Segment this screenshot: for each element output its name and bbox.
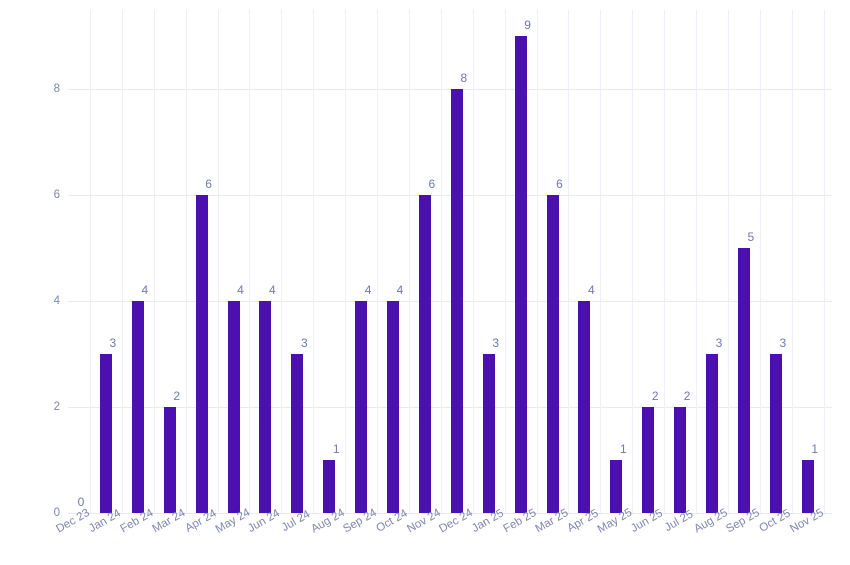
gridline-x bbox=[824, 10, 825, 513]
gridline-x bbox=[154, 10, 155, 513]
y-axis-tick-label: 2 bbox=[53, 401, 60, 413]
bar[interactable] bbox=[769, 354, 782, 513]
gridline-x bbox=[537, 10, 538, 513]
bar-value-label: 4 bbox=[269, 283, 276, 297]
bar[interactable] bbox=[801, 460, 814, 513]
gridline-x bbox=[473, 10, 474, 513]
bar[interactable] bbox=[546, 195, 559, 513]
gridline-x bbox=[345, 10, 346, 513]
bar[interactable] bbox=[163, 407, 176, 513]
bar-value-label: 4 bbox=[237, 283, 244, 297]
y-axis-tick-label: 0 bbox=[53, 507, 60, 519]
gridline-x bbox=[122, 10, 123, 513]
bar[interactable] bbox=[737, 248, 750, 513]
bar[interactable] bbox=[291, 354, 304, 513]
gridline-y-4 bbox=[68, 301, 832, 302]
y-axis-tick-label: 8 bbox=[53, 83, 60, 95]
x-axis: Dec 23 Jan 24 Feb 24 Mar 24 Apr 24 May 24 Jun … bbox=[0, 507, 850, 565]
gridline-x bbox=[409, 10, 410, 513]
bar-value-label: 1 bbox=[619, 442, 627, 456]
bar-value-label: 3 bbox=[492, 336, 500, 350]
bar[interactable] bbox=[450, 89, 463, 513]
gridline-x bbox=[249, 10, 250, 513]
bar-value-label: 2 bbox=[683, 389, 691, 403]
gridline-x bbox=[568, 10, 569, 513]
gridline-y-2 bbox=[68, 407, 832, 408]
gridline-x bbox=[441, 10, 442, 513]
bar-value-label: 8 bbox=[460, 71, 468, 85]
gridline-x bbox=[313, 10, 314, 513]
bar[interactable] bbox=[578, 301, 591, 513]
bar-value-label: 5 bbox=[747, 230, 755, 244]
bar[interactable] bbox=[323, 460, 336, 513]
bar-value-label: 2 bbox=[651, 389, 659, 403]
gridline-x bbox=[90, 10, 91, 513]
bar[interactable] bbox=[514, 36, 527, 513]
gridline-y-8 bbox=[68, 89, 832, 90]
bar[interactable] bbox=[706, 354, 718, 513]
bar[interactable] bbox=[355, 301, 368, 513]
bar-value-label: 4 bbox=[396, 283, 404, 297]
bar-value-label: 6 bbox=[556, 177, 563, 191]
gridline-x bbox=[186, 10, 187, 513]
gridline-x bbox=[664, 10, 665, 513]
gridline-x bbox=[505, 10, 506, 513]
bar-value-label: 6 bbox=[428, 177, 436, 191]
bar[interactable] bbox=[387, 301, 399, 513]
bar-value-label: 3 bbox=[300, 336, 308, 350]
bar-value-label: 3 bbox=[715, 336, 723, 350]
gridline-x bbox=[281, 10, 282, 513]
bar[interactable] bbox=[674, 407, 687, 513]
bar-value-label: 3 bbox=[779, 336, 787, 350]
gridline-y-0 bbox=[68, 513, 832, 514]
gridline-x bbox=[728, 10, 729, 513]
gridline-x bbox=[632, 10, 633, 513]
bar-value-label: 0 bbox=[77, 495, 85, 509]
bar[interactable] bbox=[99, 354, 112, 513]
bar[interactable] bbox=[259, 301, 272, 513]
bar-value-label: 1 bbox=[332, 442, 340, 456]
bar[interactable] bbox=[642, 407, 655, 513]
bar-value-label: 9 bbox=[524, 18, 531, 32]
bar[interactable] bbox=[418, 195, 431, 513]
bar[interactable] bbox=[195, 195, 208, 513]
bar-value-label: 3 bbox=[109, 336, 117, 350]
bar-value-label: 4 bbox=[364, 283, 372, 297]
gridline-x bbox=[696, 10, 697, 513]
y-axis-tick-label: 4 bbox=[53, 295, 60, 307]
gridline-x bbox=[600, 10, 601, 513]
bar[interactable] bbox=[482, 354, 495, 513]
gridline-x bbox=[792, 10, 793, 513]
gridline-x bbox=[377, 10, 378, 513]
bar-value-label: 4 bbox=[141, 283, 149, 297]
bar[interactable] bbox=[227, 301, 240, 513]
bar-value-label: 4 bbox=[588, 283, 595, 297]
bar-value-label: 2 bbox=[173, 389, 181, 403]
gridline-y-6 bbox=[68, 195, 832, 196]
bar-value-label: 6 bbox=[205, 177, 212, 191]
bar[interactable] bbox=[131, 301, 144, 513]
bar-value-label: 1 bbox=[811, 442, 819, 456]
plot-area: 0 3 4 2 6 4 4 3 1 4 4 6 8 3 9 6 4 1 2 2 3 5 3 1 bbox=[68, 10, 832, 514]
bar[interactable] bbox=[610, 460, 623, 513]
y-axis: 0 2 4 6 8 bbox=[0, 10, 850, 519]
gridline-x bbox=[760, 10, 761, 513]
gridline-x bbox=[218, 10, 219, 513]
y-axis-tick-label: 6 bbox=[53, 189, 60, 201]
